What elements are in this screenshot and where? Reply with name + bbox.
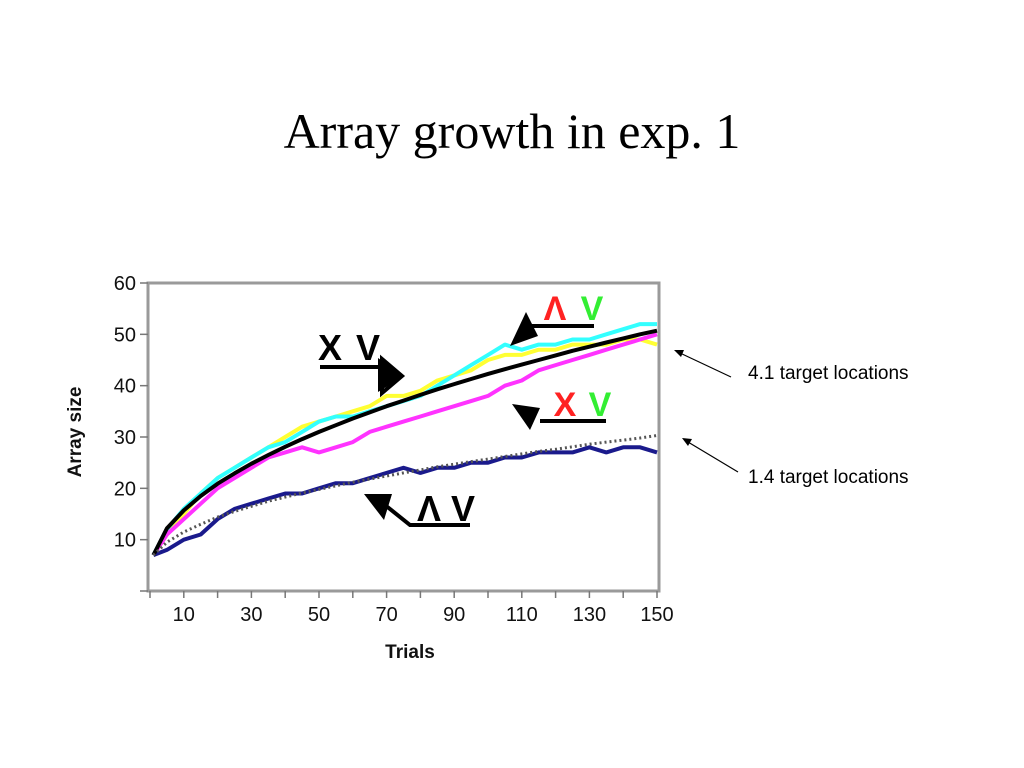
- series-layer: [151, 322, 658, 557]
- arrow-av-bottom-shaft: [383, 503, 470, 527]
- label-xv-color-v: V: [589, 386, 612, 424]
- label-av-bottom-a: Λ: [417, 488, 441, 529]
- annotation-line-4-1: [679, 352, 732, 378]
- annotation-line-1-4: [687, 441, 739, 473]
- axis-layer: 10 20 30 40 50 60 10 30 50 70 90 110 130 150: [114, 273, 674, 626]
- y-tick-label: 60: [114, 273, 136, 295]
- label-av-top-a: Λ: [544, 290, 567, 328]
- label-xv-color: X V: [512, 386, 612, 430]
- label-xv-color-x: X: [554, 386, 577, 424]
- x-tick-label: 150: [640, 604, 673, 626]
- y-tick-label: 50: [114, 324, 136, 346]
- slide-title: Array growth in exp. 1: [283, 103, 741, 159]
- series-line-fit-4.1: [151, 328, 658, 557]
- x-tick-label: 10: [173, 604, 195, 626]
- arrowhead-xv-color: [512, 404, 540, 430]
- arrowhead-xv: [378, 358, 404, 392]
- label-av-bottom-v: V: [451, 488, 475, 529]
- y-tick-label: 10: [114, 530, 136, 552]
- annotation-4-1-target-locations: 4.1 target locations: [748, 363, 909, 384]
- x-tick-label: 30: [240, 604, 262, 626]
- x-tick-label: 90: [443, 604, 465, 626]
- series-line-magenta: [151, 332, 658, 557]
- x-tick-label: 50: [308, 604, 330, 626]
- series-line-fit-1.4: [152, 434, 658, 557]
- x-tick-label: 110: [506, 604, 538, 626]
- x-tick-label: 70: [375, 604, 397, 626]
- label-av-top-v: V: [581, 290, 604, 328]
- arrowhead-av-top: [510, 312, 538, 346]
- y-tick-label: 20: [114, 478, 136, 500]
- label-xv: X V: [318, 327, 406, 398]
- label-av-bottom: Λ V: [364, 488, 475, 529]
- label-xv-x: X: [318, 327, 342, 368]
- series-line-navy: [152, 445, 658, 557]
- annotation-1-4-target-locations: 1.4 target locations: [748, 467, 909, 488]
- annotation-arrowhead-4-1: [674, 350, 684, 357]
- label-xv-v: V: [356, 327, 380, 368]
- y-tick-label: 30: [114, 427, 136, 449]
- annotation-arrowhead-1-4: [682, 438, 692, 446]
- y-tick-label: 40: [114, 376, 136, 398]
- x-axis-title: Trials: [385, 642, 435, 663]
- arrowhead-av-bottom: [364, 494, 392, 520]
- y-axis-title: Array size: [65, 387, 86, 478]
- x-tick-label: 130: [573, 604, 606, 626]
- label-av-top: Λ V: [510, 290, 604, 346]
- plot-area: [146, 281, 661, 593]
